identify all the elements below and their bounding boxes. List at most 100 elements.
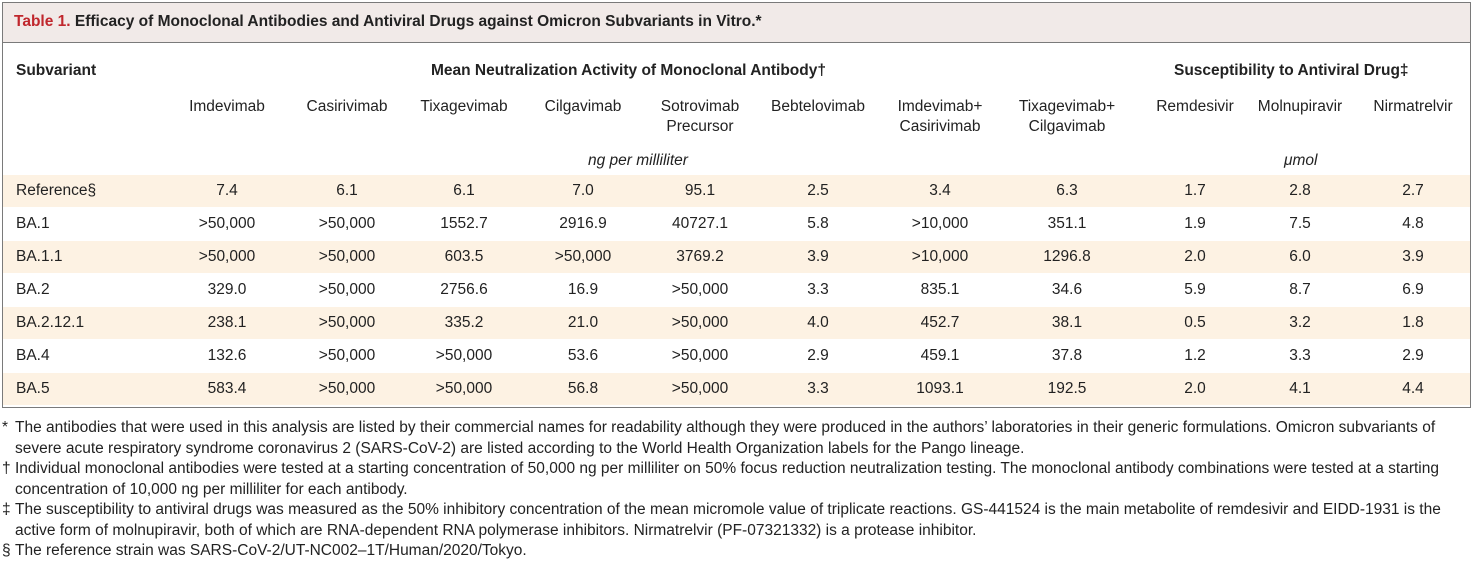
value-cell: 1.2: [1184, 347, 1206, 364]
value-cell: 7.0: [572, 182, 594, 199]
value-cell: 329.0: [207, 281, 247, 298]
footnote: † Individual monoclonal antibodies were …: [2, 459, 1470, 500]
value-cell: 37.8: [1051, 347, 1083, 364]
value-cell: 6.1: [336, 182, 358, 199]
value-cell: 452.7: [920, 314, 960, 331]
footnote-symbol: ‡: [2, 501, 11, 518]
column-header-line: Sotrovimab: [660, 98, 740, 115]
column-header-line: Bebtelovimab: [771, 98, 865, 115]
value-cell: >50,000: [318, 380, 376, 397]
value-cell: 7.4: [216, 182, 238, 199]
value-cell: 40727.1: [671, 215, 729, 232]
column-header-line: Remdesivir: [1156, 98, 1234, 115]
value-cell: 3.3: [1289, 347, 1311, 364]
value-cell: 34.6: [1051, 281, 1083, 298]
value-cell: >50,000: [318, 347, 376, 364]
column-header-line: Casirivimab: [306, 98, 388, 115]
table-row: BA.2 329.0 >50,000 2756.6 16.9 >50,000 3.3 835.…: [3, 274, 1470, 306]
value-cell: 3.2: [1289, 314, 1311, 331]
value-cell: >50,000: [318, 281, 376, 298]
table-row: BA.1.1 >50,000 >50,000 603.5 >50,000 3769.2 3.…: [3, 241, 1470, 273]
subvariant-cell: BA.1.1: [16, 248, 63, 265]
subvariant-cell: BA.5: [16, 380, 50, 397]
column-header-line: Imdevimab: [189, 98, 265, 115]
footnote-symbol: †: [2, 460, 11, 477]
value-cell: 1552.7: [440, 215, 488, 232]
value-cell: >10,000: [911, 215, 969, 232]
table-row: BA.2.12.1 238.1 >50,000 335.2 21.0 >50,000 4.0…: [3, 307, 1470, 339]
value-cell: 6.9: [1402, 281, 1424, 298]
table-row: BA.4 132.6 >50,000 >50,000 53.6 >50,000 2.9 459…: [3, 340, 1470, 372]
column-header: Molnupiravir: [1235, 97, 1365, 117]
value-cell: 2.9: [807, 347, 829, 364]
value-cell: 603.5: [444, 248, 484, 265]
table-title-text: Efficacy of Monoclonal Antibodies and An…: [74, 13, 762, 30]
subvariant-cell: BA.1: [16, 215, 50, 232]
value-cell: 8.7: [1289, 281, 1311, 298]
footnote: * The antibodies that were used in this …: [2, 418, 1470, 459]
value-cell: 335.2: [444, 314, 484, 331]
value-cell: 3.3: [807, 281, 829, 298]
table-title-bar: Table 1. Efficacy of Monoclonal Antibodi…: [3, 3, 1470, 43]
subvariant-header: Subvariant: [16, 62, 97, 79]
antibody-group-header: Mean Neutralization Activity of Monoclon…: [431, 62, 826, 79]
drug-units: μmol: [1284, 152, 1318, 169]
value-cell: 95.1: [684, 182, 716, 199]
value-cell: >50,000: [198, 248, 256, 265]
value-cell: 2.9: [1402, 347, 1424, 364]
column-header: Imdevimab: [162, 97, 292, 117]
value-cell: >50,000: [198, 215, 256, 232]
footnotes: * The antibodies that were used in this …: [2, 418, 1470, 562]
footnote: § The reference strain was SARS-CoV-2/UT…: [2, 541, 1470, 562]
value-cell: >50,000: [554, 248, 612, 265]
value-cell: 835.1: [920, 281, 960, 298]
value-cell: 5.9: [1184, 281, 1206, 298]
antibody-units: ng per milliliter: [588, 152, 688, 169]
value-cell: 3.9: [807, 248, 829, 265]
footnote: ‡ The susceptibility to antiviral drugs …: [2, 500, 1470, 541]
value-cell: 3.3: [807, 380, 829, 397]
value-cell: 6.3: [1056, 182, 1078, 199]
value-cell: 4.1: [1289, 380, 1311, 397]
footnote-text: Individual monoclonal antibodies were te…: [15, 460, 1439, 498]
footnote-text: The antibodies that were used in this an…: [15, 419, 1436, 457]
subvariant-cell: BA.2: [16, 281, 50, 298]
value-cell: 2.0: [1184, 380, 1206, 397]
value-cell: 6.1: [453, 182, 475, 199]
value-cell: 1.7: [1184, 182, 1206, 199]
value-cell: 192.5: [1047, 380, 1087, 397]
value-cell: >50,000: [435, 347, 493, 364]
value-cell: >10,000: [911, 248, 969, 265]
column-header: Bebtelovimab: [753, 97, 883, 117]
value-cell: 21.0: [567, 314, 599, 331]
column-header-line: Cilgavimab: [544, 98, 622, 115]
value-cell: 56.8: [567, 380, 599, 397]
column-header: Nirmatrelvir: [1348, 97, 1473, 117]
value-cell: 132.6: [207, 347, 247, 364]
column-header: Casirivimab: [282, 97, 412, 117]
value-cell: 3.9: [1402, 248, 1424, 265]
value-cell: >50,000: [671, 281, 729, 298]
value-cell: 2.8: [1289, 182, 1311, 199]
value-cell: 2.5: [807, 182, 829, 199]
value-cell: 2.7: [1402, 182, 1424, 199]
value-cell: 1296.8: [1043, 248, 1091, 265]
table-row: BA.5 583.4 >50,000 >50,000 56.8 >50,000 3.3 109…: [3, 373, 1470, 405]
value-cell: 1.8: [1402, 314, 1424, 331]
footnote-text: The reference strain was SARS-CoV-2/UT-N…: [15, 542, 527, 559]
value-cell: 3769.2: [676, 248, 724, 265]
table-number: Table 1.: [14, 13, 71, 30]
column-header-line: Tixagevimab+: [1018, 98, 1116, 115]
value-cell: 16.9: [567, 281, 599, 298]
footnote-text: The susceptibility to antiviral drugs wa…: [15, 501, 1441, 539]
value-cell: 2.0: [1184, 248, 1206, 265]
value-cell: >50,000: [671, 380, 729, 397]
column-header: Sotrovimab Precursor: [635, 97, 765, 137]
value-cell: >50,000: [671, 314, 729, 331]
column-header-line: Tixagevimab: [420, 98, 508, 115]
column-header-line: Casirivimab: [899, 118, 981, 135]
column-header-line: Imdevimab+: [897, 98, 983, 115]
value-cell: 459.1: [920, 347, 960, 364]
column-header-line: Cilgavimab: [1028, 118, 1106, 135]
value-cell: >50,000: [671, 347, 729, 364]
